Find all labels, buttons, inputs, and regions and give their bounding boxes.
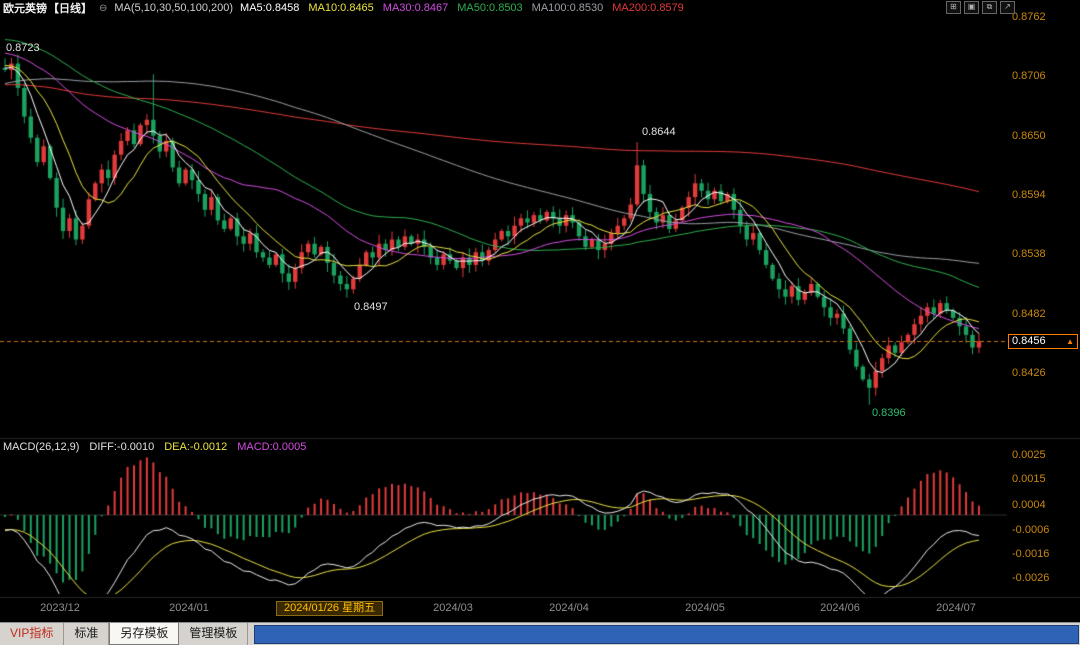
price-up-arrow-icon: ▲ (1066, 337, 1074, 346)
ma-readout-ma5: MA5:0.8458 (240, 2, 300, 14)
template-tab-3[interactable]: 另存模板 (109, 623, 180, 645)
time-axis-label: 2024/06 (820, 602, 860, 614)
ma-settings-label: MA(5,10,30,50,100,200) (114, 2, 234, 14)
time-axis-label: 2024/03 (433, 602, 473, 614)
template-tab-bar: VIP指标 标准 另存模板 管理模板 (0, 622, 1080, 645)
macd-diff-value: DIFF:-0.0010 (89, 441, 155, 453)
period-label: 【日线】 (48, 3, 92, 15)
tile-windows-icon[interactable]: ▣ (964, 1, 979, 14)
time-axis-label: 2024/01 (169, 602, 209, 614)
last-price-value: 0.8456 (1012, 335, 1046, 347)
last-price-marker: 0.8456 ▲ (1008, 334, 1078, 349)
ma-readout-ma30: MA30:0.8467 (382, 2, 449, 14)
chart-header: 欧元英镑 【日线】 ⊖ MA(5,10,30,50,100,200) MA5:0… (0, 0, 940, 15)
time-axis-label: 2024/04 (549, 602, 589, 614)
macd-header: MACD(26,12,9) DIFF:-0.0010 DEA:-0.0012 M… (3, 441, 306, 453)
ma-readout-ma100: MA100:0.8530 (531, 2, 604, 14)
time-axis-label: 2024/05 (685, 602, 725, 614)
add-pane-icon[interactable]: ⊞ (946, 1, 961, 14)
template-tab-4[interactable]: 管理模板 (179, 623, 249, 645)
symbol-title: 欧元英镑 (3, 3, 47, 15)
template-tab-2[interactable]: 标准 (64, 623, 110, 645)
time-axis-label: 2023/12 (40, 602, 80, 614)
selected-date-box: 2024/01/26 星期五 (276, 601, 384, 616)
template-tab-1[interactable]: VIP指标 (0, 623, 65, 645)
detach-window-icon[interactable]: ↗ (1000, 1, 1015, 14)
time-axis: 2024/01/26 星期五 2023/12 2024/01 2024/03 2024… (0, 600, 1008, 617)
ma-readout-ma200: MA200:0.8579 (612, 2, 684, 14)
macd-dea-value: DEA:-0.0012 (164, 441, 228, 453)
zoom-out-icon[interactable]: ⊖ (99, 2, 108, 14)
template-tabs: VIP指标 标准 另存模板 管理模板 (0, 623, 249, 645)
ma-readout-ma50: MA50:0.8503 (457, 2, 523, 14)
window-controls: ⊞ ▣ ⧉ ↗ (946, 1, 1015, 14)
ma-readout-ma10: MA10:0.8465 (308, 2, 374, 14)
macd-title: MACD(26,12,9) (3, 441, 80, 453)
horizontal-scrollbar[interactable] (254, 625, 1079, 644)
macd-macd-value: MACD:0.0005 (237, 441, 307, 453)
ma-readouts: MA5:0.8458 MA10:0.8465 MA30:0.8467 MA50:0.8… (240, 2, 684, 14)
time-axis-label: 2024/07 (936, 602, 976, 614)
cascade-windows-icon[interactable]: ⧉ (982, 1, 997, 14)
